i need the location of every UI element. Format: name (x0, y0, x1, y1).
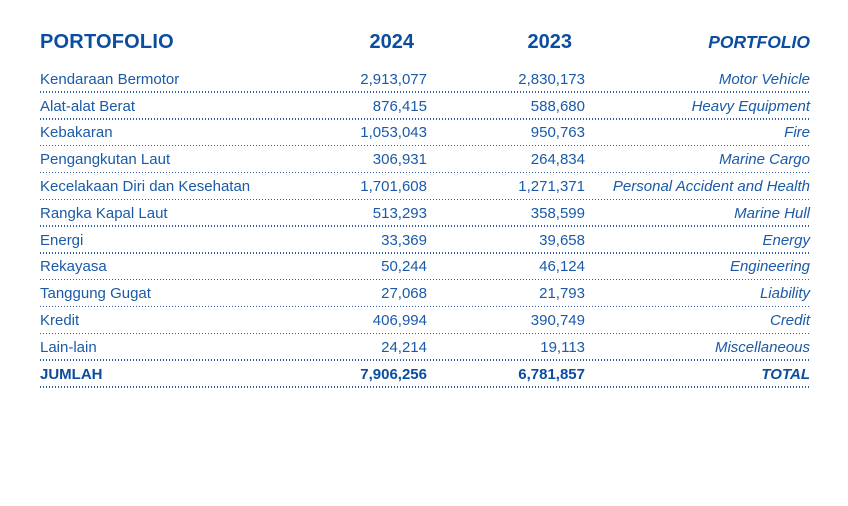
table-row-energy: Energi 33,369 39,658 Energy (40, 227, 810, 254)
value-2024: 24,214 (381, 338, 427, 356)
value-2024: 50,244 (381, 258, 427, 276)
portfolio-name-id: Kecelakaan Diri dan Kesehatan (40, 178, 251, 196)
value-2023: 19,113 (540, 338, 585, 356)
value-2023: 390,749 (530, 312, 585, 330)
column-header-portfolio-id: PORTOFOLIO (40, 30, 174, 53)
portfolio-name-en: Marine Hull (734, 204, 810, 222)
portfolio-name-id: Kendaraan Bermotor (40, 70, 180, 88)
portfolio-name-en: Liability (759, 285, 810, 303)
portfolio-name-id: Tanggung Gugat (40, 285, 151, 303)
total-2024: 7,906,256 (360, 365, 427, 383)
value-2023: 2,830,173 (518, 70, 585, 88)
portfolio-name-id: Alat-alat Berat (40, 97, 136, 115)
value-2023: 358,599 (530, 204, 585, 222)
value-2024: 1,053,043 (360, 124, 427, 142)
value-2024: 406,994 (372, 312, 427, 330)
portfolio-name-id: Rangka Kapal Laut (40, 204, 168, 222)
total-2023: 6,781,857 (518, 365, 585, 383)
portfolio-name-id: Energi (40, 231, 84, 249)
table-row-credit: Kredit 406,994 390,749 Credit (40, 307, 810, 334)
table-header-row: PORTOFOLIO 2024 2023 PORTFOLIO (40, 24, 810, 60)
table-row-total: JUMLAH 7,906,256 6,781,857 TOTAL (40, 361, 810, 388)
portfolio-name-en: Energy (762, 231, 810, 249)
value-2023: 46,124 (539, 258, 585, 276)
value-2023: 1,271,371 (518, 178, 585, 196)
value-2024: 306,931 (372, 151, 427, 169)
table-row-liability: Tanggung Gugat 27,068 21,793 Liability (40, 280, 810, 307)
portfolio-name-en: Credit (769, 312, 810, 330)
portfolio-name-en: Marine Cargo (719, 151, 810, 169)
column-header-2024: 2024 (369, 30, 415, 53)
value-2024: 33,369 (381, 231, 427, 249)
table-row-marine-cargo: Pengangkutan Laut 306,931 264,834 Marine… (40, 146, 810, 173)
value-2024: 513,293 (372, 204, 427, 222)
value-2024: 876,415 (372, 97, 427, 115)
value-2024: 27,068 (381, 285, 427, 303)
portfolio-name-id: Pengangkutan Laut (40, 151, 171, 169)
portfolio-name-id: Lain-lain (40, 338, 97, 356)
total-label-id: JUMLAH (40, 365, 103, 383)
table-row-personal-accident-health: Kecelakaan Diri dan Kesehatan 1,701,608 … (40, 173, 810, 200)
table-row-marine-hull: Rangka Kapal Laut 513,293 358,599 Marine… (40, 200, 810, 227)
portfolio-name-en: Engineering (729, 258, 810, 276)
portfolio-name-en: Miscellaneous (714, 338, 810, 356)
value-2023: 950,763 (530, 124, 585, 142)
portfolio-name-en: Fire (784, 124, 810, 142)
value-2023: 21,793 (539, 285, 585, 303)
table-row-motor-vehicle: Kendaraan Bermotor 2,913,077 2,830,173 M… (40, 66, 810, 93)
value-2023: 588,680 (530, 97, 585, 115)
table-row-miscellaneous: Lain-lain 24,214 19,113 Miscellaneous (40, 334, 810, 361)
value-2024: 1,701,608 (360, 178, 427, 196)
column-header-portfolio-en: PORTFOLIO (708, 31, 810, 52)
table-row-heavy-equipment: Alat-alat Berat 876,415 588,680 Heavy Eq… (40, 93, 810, 120)
portfolio-table: PORTOFOLIO 2024 2023 PORTFOLIO Kendaraan… (40, 24, 810, 388)
column-header-2023: 2023 (527, 30, 573, 53)
total-label-en: TOTAL (761, 365, 810, 383)
portfolio-name-id: Kredit (40, 312, 80, 330)
portfolio-name-en: Personal Accident and Health (612, 178, 810, 196)
value-2023: 264,834 (530, 151, 585, 169)
portfolio-name-en: Heavy Equipment (691, 97, 810, 115)
table-row-engineering: Rekayasa 50,244 46,124 Engineering (40, 254, 810, 281)
portfolio-name-id: Kebakaran (40, 124, 113, 142)
table-row-fire: Kebakaran 1,053,043 950,763 Fire (40, 120, 810, 147)
value-2024: 2,913,077 (360, 70, 427, 88)
portfolio-name-en: Motor Vehicle (718, 70, 810, 88)
value-2023: 39,658 (539, 231, 585, 249)
portfolio-name-id: Rekayasa (40, 258, 107, 276)
